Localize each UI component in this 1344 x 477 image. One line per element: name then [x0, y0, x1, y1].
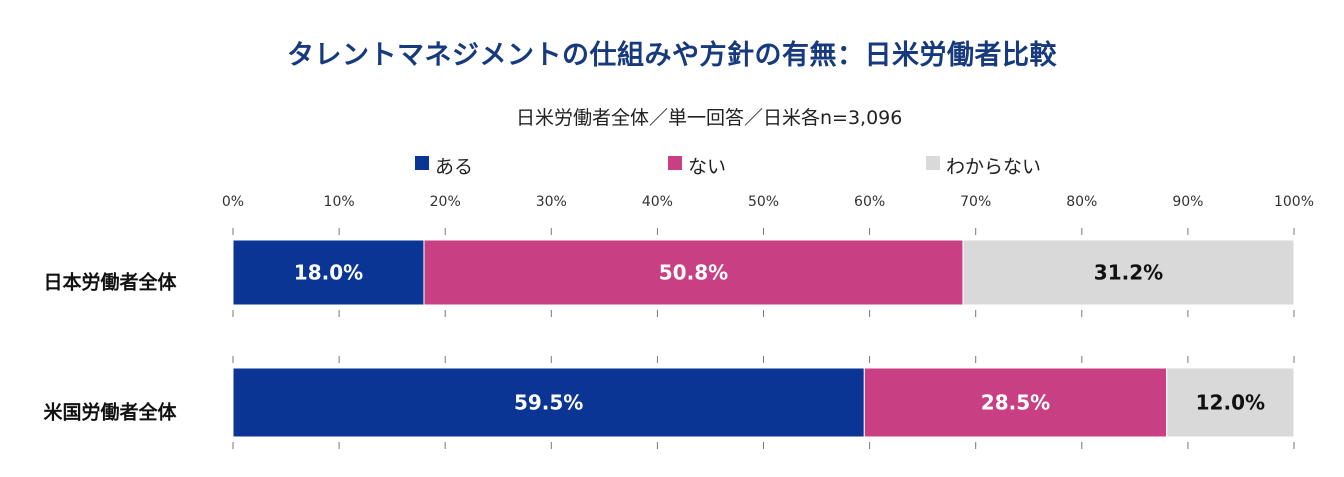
legend-swatch-wakaranai — [926, 155, 940, 170]
x-tick-label: 90% — [1172, 194, 1203, 210]
legend-label-wakaranai: わからない — [946, 156, 1042, 178]
category-label: 日本労働者全体 — [43, 271, 177, 294]
bar-segment — [962, 239, 1295, 306]
chart-subtitle: 日米労働者全体／単一回答／日米各n=3,096 — [516, 107, 903, 129]
x-tick-label: 20% — [430, 194, 461, 210]
x-tick-label: 40% — [642, 194, 673, 210]
x-tick-label: 0% — [222, 194, 244, 210]
legend-swatch-nai — [668, 155, 682, 170]
legend-item-nai: ない — [668, 152, 726, 179]
data-label: 31.2% — [1094, 261, 1163, 285]
legend-swatch-aru — [415, 155, 429, 170]
x-tick-label: 100% — [1274, 194, 1314, 210]
x-tick-label: 60% — [854, 194, 885, 210]
data-label: 12.0% — [1196, 391, 1265, 415]
x-tick-label: 70% — [960, 194, 991, 210]
x-tick-label: 30% — [536, 194, 567, 210]
category-label: 米国労働者全体 — [43, 401, 177, 424]
bar-segment — [1166, 367, 1295, 438]
bar-segment — [423, 239, 964, 306]
bar-segment — [863, 367, 1168, 438]
legend-item-wakaranai: わからない — [926, 152, 1041, 179]
data-label: 50.8% — [659, 261, 728, 285]
x-tick-label: 50% — [748, 194, 779, 210]
x-tick-label: 80% — [1066, 194, 1097, 210]
bar-segment — [232, 367, 865, 438]
data-label: 28.5% — [981, 391, 1050, 415]
legend-label-nai: ない — [688, 156, 727, 178]
chart-title: タレントマネジメントの仕組みや方針の有無：日米労働者比較 — [287, 40, 1057, 71]
bar-segment — [232, 239, 425, 306]
x-tick-label: 10% — [324, 194, 355, 210]
legend-item-aru: ある — [415, 152, 473, 179]
legend-label-aru: ある — [435, 156, 474, 178]
data-label: 59.5% — [514, 391, 583, 415]
data-label: 18.0% — [294, 261, 363, 285]
